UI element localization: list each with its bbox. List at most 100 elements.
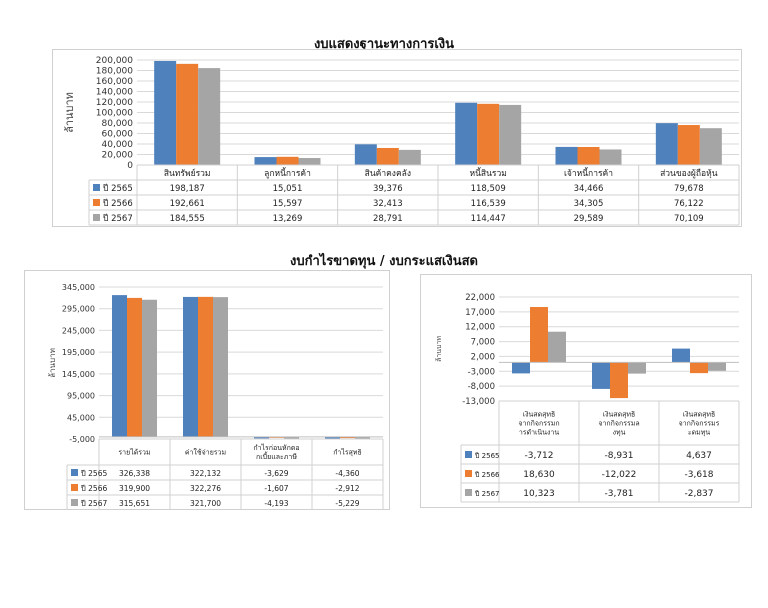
category-label-line: หนี้สินรวม [469, 167, 506, 179]
category-label-line: ส่วนของผู้ถือหุ้น [660, 168, 718, 179]
y-tick-label: 200,000 [96, 56, 133, 66]
data-label: 322,276 [190, 484, 221, 493]
bar [499, 104, 522, 165]
bar [690, 362, 708, 374]
bar [477, 103, 500, 165]
y-tick-label: 80,000 [102, 119, 134, 129]
data-label: -3,618 [684, 470, 713, 480]
category-label-line: เงินสดสุทธิ [603, 411, 636, 419]
legend-label: ปี 2565 [80, 469, 107, 478]
y-tick-label: -13,000 [462, 397, 495, 407]
data-label: 116,539 [471, 199, 506, 209]
y-tick-label: 2,000 [471, 352, 495, 362]
data-label: 322,132 [190, 469, 221, 478]
bar [340, 436, 355, 439]
category-label-line: จากกิจกรรมก [518, 420, 559, 428]
bar [127, 297, 142, 437]
y-tick-label: 22,000 [465, 293, 495, 303]
y-tick-label: 12,000 [465, 323, 495, 333]
data-label: -4,360 [335, 469, 359, 478]
data-label: -12,022 [602, 470, 637, 480]
bar [398, 149, 421, 165]
y-tick-label: -5,000 [69, 435, 95, 444]
data-label: 315,651 [119, 499, 150, 508]
data-label: 15,597 [273, 199, 303, 209]
data-label: 70,109 [674, 214, 704, 224]
category-label: กำไรสุทธิ [333, 448, 362, 457]
bar [213, 297, 228, 437]
y-tick-label: 0 [127, 161, 133, 171]
y-tick-label: 195,000 [62, 348, 95, 357]
category-label: เงินสดสุทธิจากกิจกรรมระดมทุน [679, 411, 720, 437]
data-label: 34,305 [574, 199, 604, 209]
data-label: 32,413 [373, 199, 403, 209]
legend-swatch [465, 489, 472, 496]
data-label: 39,376 [373, 184, 403, 194]
category-label: สินค้าคงคลัง [365, 168, 411, 179]
data-label: -2,912 [335, 484, 359, 493]
data-label: 114,447 [471, 214, 506, 224]
category-label: กำไรก่อนหักดอกเบี้ยและภาษี [253, 443, 299, 461]
category-label: เงินสดสุทธิจากกิจกรรมลงทุน [598, 411, 639, 437]
income-cash-title: งบกำไรขาดทุน / งบกระแสเงินสด [290, 254, 478, 269]
data-label: 198,187 [170, 184, 205, 194]
y-tick-label: 140,000 [96, 88, 133, 98]
legend-label: ปี 2567 [103, 213, 133, 224]
data-label: 319,900 [119, 484, 150, 493]
legend-swatch [465, 451, 472, 458]
category-label-line: สินค้าคงคลัง [365, 168, 411, 179]
bar [112, 295, 127, 437]
bar [254, 436, 269, 439]
category-label-line: กเบี้ยและภาษี [256, 450, 297, 461]
bar [455, 102, 478, 165]
category-label-line: สินทรัพย์รวม [164, 168, 211, 179]
bar [176, 63, 199, 165]
legend-swatch [465, 470, 472, 477]
y-tick-label: 7,000 [471, 338, 495, 348]
balance-chart: 200,000180,000160,000140,000120,000100,0… [63, 56, 740, 226]
y-axis-label: ล้านบาท [48, 348, 57, 378]
data-label: 79,678 [674, 184, 704, 194]
category-label-line: เจ้าหนี้การค้า [564, 167, 613, 179]
category-label: เจ้าหนี้การค้า [564, 167, 613, 179]
bar [198, 68, 221, 165]
category-label-line: จากกิจกรรมล [598, 420, 639, 428]
y-tick-label: 20,000 [102, 151, 134, 161]
y-tick-label: 345,000 [62, 283, 95, 292]
data-label: 326,338 [119, 469, 150, 478]
bar [628, 362, 646, 374]
bar [555, 146, 578, 165]
y-tick-label: 120,000 [96, 98, 133, 108]
bar [599, 149, 622, 165]
category-label-line: เงินสดสุทธิ [523, 411, 556, 419]
bar [699, 128, 722, 165]
category-label-line: กำไรสุทธิ [333, 448, 362, 457]
y-tick-label: -8,000 [468, 382, 495, 392]
income-chart: 345,000 295,000 245,000 195,000 145,000 95,00… [48, 283, 384, 511]
data-label: 13,269 [273, 214, 303, 224]
bar [276, 156, 299, 165]
bar [298, 158, 321, 165]
bar [655, 123, 678, 165]
legend-label: ปี 2565 [103, 183, 133, 194]
legend-label: ปี 2567 [475, 490, 500, 498]
category-label-line: จากกิจกรรมร [679, 420, 720, 428]
balance-title: งบแสดงฐานะทางการเงิน [313, 37, 455, 52]
cash-chart: 22,000 17,000 12,000 7,000 2,000 -3,000 -8,000… [435, 293, 740, 503]
y-tick-label: 295,000 [62, 305, 95, 314]
data-label: -3,712 [524, 451, 553, 461]
y-tick-label: 40,000 [102, 140, 134, 150]
category-label-line: ะดมทุน [688, 429, 711, 437]
y-tick-label: 95,000 [67, 392, 95, 401]
bar [708, 362, 726, 371]
y-tick-label: 100,000 [96, 109, 133, 119]
bar [610, 362, 628, 399]
bar [355, 436, 370, 440]
data-label: -1,607 [264, 484, 288, 493]
y-tick-label: 245,000 [62, 326, 95, 335]
bar [142, 299, 157, 437]
data-label: 15,051 [273, 184, 303, 194]
legend-label: ปี 2566 [475, 471, 500, 479]
bar [672, 348, 690, 363]
bar [154, 60, 177, 165]
